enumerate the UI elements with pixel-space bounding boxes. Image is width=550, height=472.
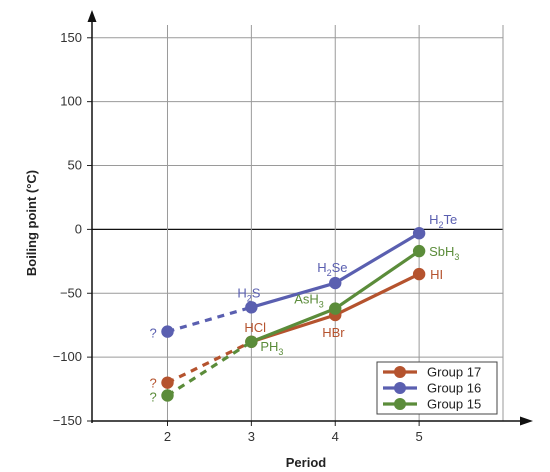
y-tick-label: 150 [60, 30, 82, 45]
group-16-point [161, 325, 174, 338]
group-16-point [245, 301, 258, 314]
group-15-estimate-line [166, 340, 253, 397]
x-tick-label: 2 [164, 429, 171, 444]
y-tick-label: −100 [53, 349, 82, 364]
x-tick-label: 5 [416, 429, 423, 444]
axes [87, 10, 533, 426]
x-axis-title: Period [286, 455, 327, 470]
legend-swatch-marker [394, 366, 406, 378]
group-15-point [245, 335, 258, 348]
point-labels: ? HCl HBr HI? H2S H2Se H2Te? PH3 AsH3 SbH3 [149, 212, 459, 404]
legend-swatch-marker [394, 398, 406, 410]
x-tick-label: 3 [248, 429, 255, 444]
y-axis-arrow [87, 10, 97, 22]
group-15-point-label: SbH3 [429, 244, 459, 262]
y-tick-label: 0 [75, 221, 82, 236]
legend-swatch-marker [394, 382, 406, 394]
y-tick-label: −150 [53, 413, 82, 428]
group-17-point-label: HCl [244, 320, 266, 335]
y-axis-title: Boiling point (°C) [24, 170, 39, 276]
group-16-point [329, 276, 342, 290]
y-tick-label: 100 [60, 94, 82, 109]
legend-label: Group 16 [427, 381, 481, 396]
group-15-point [412, 244, 426, 258]
x-axis-arrow [520, 416, 533, 426]
legend-label: Group 17 [427, 365, 481, 380]
group-16-estimate-line [167, 305, 252, 334]
x-tick-label: 4 [332, 429, 339, 444]
group-17-point [412, 267, 426, 281]
y-tick-label: −50 [60, 285, 82, 300]
legend-label: Group 15 [427, 397, 481, 412]
group-17-point [161, 376, 174, 389]
series-layer [161, 227, 426, 402]
group-17-point-label: ? [149, 376, 156, 391]
group-15-point [161, 389, 174, 402]
group-16-point-label: H2Se [317, 260, 347, 278]
group-17-estimate-line [166, 340, 253, 385]
group-17-point-label: HBr [322, 325, 345, 340]
group-15-point-label: ? [149, 389, 156, 404]
group-15-point-label: AsH3 [294, 292, 324, 310]
group-17-point-label: HI [430, 267, 443, 282]
group-16-point-label: H2Te [429, 212, 457, 230]
tick-labels: 150 100 50 0 −50 −100 −150 2 3 4 5 [53, 30, 423, 444]
group-16-point-label: ? [149, 326, 156, 341]
group-15-point [329, 302, 342, 315]
y-tick-label: 50 [68, 158, 82, 173]
group-16-point-label: H2S [237, 285, 260, 303]
group-15-point-label: PH3 [260, 339, 283, 357]
group-16-point [412, 227, 426, 240]
